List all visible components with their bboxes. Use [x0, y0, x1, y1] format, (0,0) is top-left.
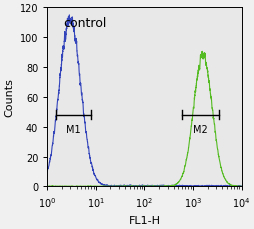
- Y-axis label: Counts: Counts: [4, 78, 14, 117]
- Text: M2: M2: [193, 124, 208, 134]
- Text: M1: M1: [66, 124, 81, 134]
- Text: control: control: [62, 17, 106, 30]
- X-axis label: FL1-H: FL1-H: [128, 215, 160, 225]
